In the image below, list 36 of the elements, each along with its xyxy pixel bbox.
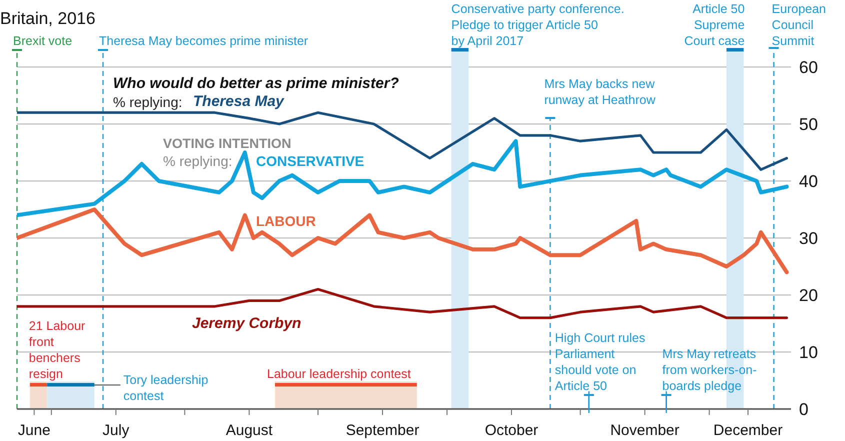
x-tick-label: July: [102, 422, 130, 439]
band-label: Tory leadership contest: [123, 373, 208, 403]
x-tick-label: September: [346, 422, 420, 439]
x-tick-label: December: [713, 422, 783, 439]
y-tick-label: 40: [799, 172, 818, 192]
ref-line-label: Mrs May retreats from workers-on-boards pledge: [662, 347, 757, 393]
annotation: % replying:: [113, 94, 182, 110]
x-tick-label: August: [226, 422, 274, 439]
y-tick-label: 10: [799, 343, 818, 362]
ref-line-label: Mrs May backs new runway at Heathrow: [544, 77, 656, 107]
y-tick-label: 30: [799, 229, 818, 248]
line-series: [17, 208, 789, 274]
y-tick-label: 0: [799, 400, 808, 420]
band-label: 21 Labour front benchers resign: [28, 319, 86, 381]
annotation: VOTING INTENTION: [163, 136, 292, 151]
ref-line-label: European Council Summit: [772, 2, 826, 48]
series-label: Jeremy Corbyn: [192, 315, 302, 332]
x-tick-label: June: [18, 422, 50, 439]
x-tick-label: October: [484, 422, 538, 439]
band-label: Labour leadership contest: [267, 367, 412, 381]
ref-line-label: High Court rules Parliament should vote on Article 50: [554, 331, 646, 393]
y-tick-label: 20: [799, 286, 818, 306]
x-tick-label: November: [610, 422, 680, 439]
ref-line-label: Brexit vote: [13, 34, 72, 48]
series-label: Theresa May: [193, 93, 285, 110]
annotation: % replying:: [163, 153, 232, 169]
annotation: Who would do better as prime minister?: [113, 75, 399, 92]
series-label: LABOUR: [256, 213, 316, 229]
band-label: Article 50 Supreme Court case: [684, 2, 745, 48]
ref-line-label: Theresa May becomes prime minister: [99, 34, 308, 48]
chart-subtitle: Britain, 2016: [0, 9, 96, 28]
y-tick-label: 60: [799, 58, 818, 78]
series-label: CONSERVATIVE: [256, 153, 364, 169]
y-tick-label: 50: [799, 115, 818, 134]
band-label: Conservative party conference. Pledge to trigger Article 50 by April 2017: [451, 2, 624, 48]
line-series: [17, 111, 788, 171]
